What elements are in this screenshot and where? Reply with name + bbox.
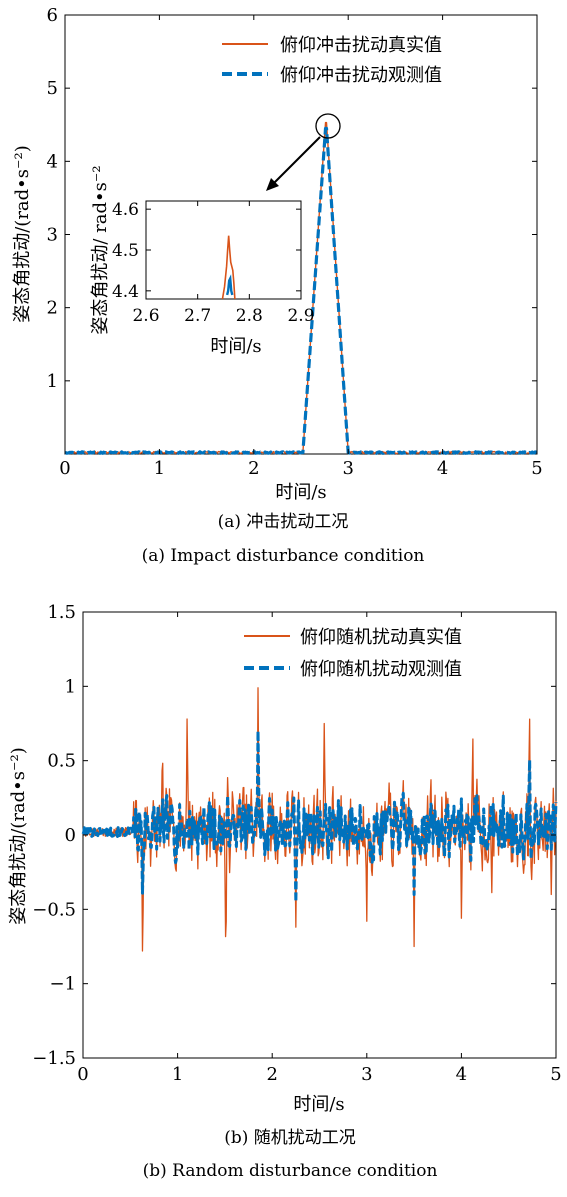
inset-series-group <box>221 235 236 300</box>
series-group <box>64 121 538 455</box>
inset-observed-series-line <box>225 274 234 296</box>
inset-frame <box>145 200 302 300</box>
x-tick-label: 1 <box>154 458 165 479</box>
x-tick-label: 0 <box>59 458 70 479</box>
y-tick-label: 5 <box>47 78 58 99</box>
inset-tick-group: 2.6 2.7 2.8 2.9 4.4 4.5 4.6 <box>112 200 315 326</box>
series-group <box>81 687 558 952</box>
y-tick-label: 1 <box>47 371 58 392</box>
y-tick-label: 4 <box>47 151 58 172</box>
legend: 俯仰随机扰动真实值 俯仰随机扰动观测值 <box>244 627 462 680</box>
caption-english: (a) Impact disturbance condition <box>142 546 425 566</box>
tick-group: 0 1 2 3 4 5 −1.5 −1 −0.5 0 0.5 1 1.5 <box>32 602 561 1085</box>
inset-y-axis-label: 姿态角扰动/ rad•s⁻² <box>90 165 111 334</box>
x-tick-label: 4 <box>437 458 448 479</box>
x-tick-label: 2.9 <box>287 306 314 326</box>
zoom-arrow <box>271 136 321 186</box>
tick-group: 0 1 2 3 4 5 1 2 3 4 5 6 <box>47 5 543 479</box>
inset-true-series-line <box>221 235 236 300</box>
x-tick-label: 2.8 <box>236 306 263 326</box>
x-tick-label: 4 <box>456 1064 467 1085</box>
x-tick-label: 2.6 <box>132 306 159 326</box>
x-tick-label: 2.7 <box>184 306 211 326</box>
y-tick-label: 0.5 <box>47 751 76 772</box>
y-tick-label: 4.5 <box>112 241 139 261</box>
y-tick-label: 1.5 <box>47 602 76 623</box>
y-tick-label: 0 <box>65 825 76 846</box>
legend-label-true: 俯仰随机扰动真实值 <box>300 627 462 648</box>
y-tick-label: 4.6 <box>112 200 139 220</box>
y-tick-label: 1 <box>65 676 76 697</box>
y-tick-label: 6 <box>47 5 58 26</box>
y-axis-label: 姿态角扰动/(rad•s⁻²) <box>8 747 29 925</box>
legend-label-true: 俯仰冲击扰动真实值 <box>280 35 442 56</box>
zoom-circle <box>315 113 341 139</box>
x-tick-label: 5 <box>531 458 542 479</box>
x-axis-label: 时间/s <box>275 482 326 503</box>
caption-english: (b) Random disturbance condition <box>143 1161 438 1181</box>
observed-series-line <box>64 126 538 455</box>
y-tick-label: 3 <box>47 225 58 246</box>
inset-plot: 2.6 2.7 2.8 2.9 4.4 4.5 4.6 时间/s 姿态角扰动/ rad•s⁻… <box>90 165 315 357</box>
zoom-arrowhead <box>266 178 279 191</box>
legend-label-observed: 俯仰随机扰动观测值 <box>300 659 462 680</box>
x-tick-label: 1 <box>172 1064 183 1085</box>
x-tick-label: 2 <box>266 1064 277 1085</box>
y-axis-label: 姿态角扰动/(rad•s⁻²) <box>12 145 33 323</box>
y-tick-label: −1.5 <box>32 1048 76 1069</box>
random-disturbance-panel: 0 1 2 3 4 5 −1.5 −1 −0.5 0 0.5 1 1.5 俯仰随机扰动真实值 俯仰随机扰… <box>8 602 562 1181</box>
x-tick-label: 2 <box>248 458 259 479</box>
y-tick-label: −0.5 <box>32 899 76 920</box>
y-tick-label: −1 <box>49 974 76 995</box>
y-tick-label: 4.4 <box>112 282 139 302</box>
y-tick-label: 2 <box>47 298 58 319</box>
x-tick-label: 5 <box>550 1064 561 1085</box>
x-axis-label: 时间/s <box>293 1094 344 1115</box>
legend-label-observed: 俯仰冲击扰动观测值 <box>280 65 442 86</box>
legend: 俯仰冲击扰动真实值 俯仰冲击扰动观测值 <box>222 35 442 86</box>
inset-x-axis-label: 时间/s <box>210 336 261 357</box>
caption-chinese: (b) 随机扰动工况 <box>224 1128 356 1148</box>
observed-series-line <box>81 729 558 904</box>
x-tick-label: 3 <box>342 458 353 479</box>
x-tick-label: 3 <box>361 1064 372 1085</box>
x-tick-label: 0 <box>77 1064 88 1085</box>
caption-chinese: (a) 冲击扰动工况 <box>218 512 349 532</box>
